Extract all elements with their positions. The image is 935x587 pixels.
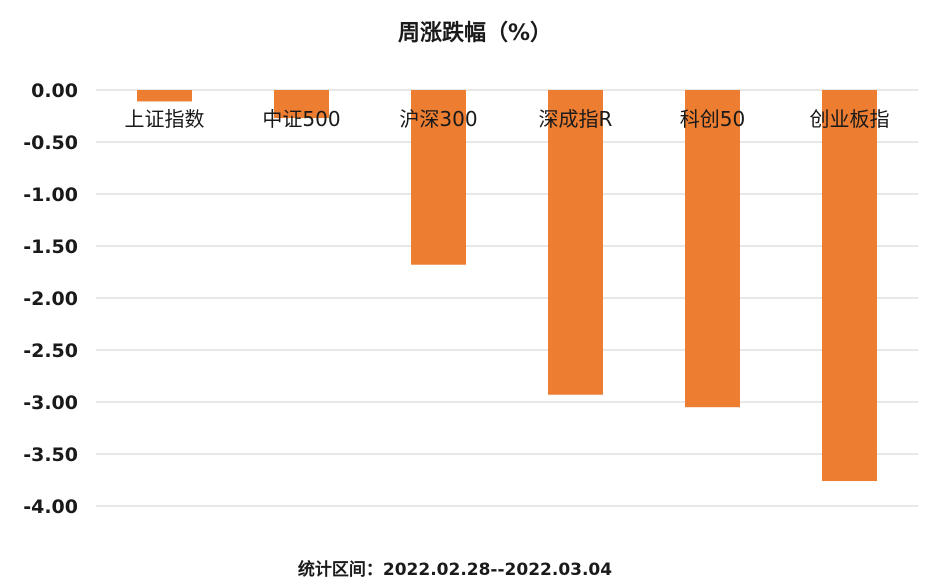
chart-footnote: 统计区间：2022.02.28--2022.03.04 — [298, 559, 612, 580]
x-category-label: 创业板指 — [810, 107, 890, 131]
y-tick-label: -1.00 — [23, 184, 78, 206]
bar-2 — [411, 90, 466, 265]
y-tick-label: 0.00 — [31, 80, 78, 102]
y-tick-label: -4.00 — [23, 496, 78, 518]
bars — [137, 90, 877, 482]
x-category-label: 中证500 — [262, 107, 340, 131]
y-tick-label: -3.50 — [23, 444, 78, 466]
bar-5 — [822, 90, 877, 482]
y-tick-label: -0.50 — [23, 132, 78, 154]
bar-1 — [274, 90, 329, 119]
x-category-label: 上证指数 — [125, 107, 205, 131]
x-axis-category-labels: 上证指数 中证500 沪深300 深成指R 科创50 创业板指 — [125, 107, 890, 131]
bar-4 — [685, 90, 740, 408]
x-category-label: 深成指R — [539, 107, 613, 131]
chart-title: 周涨跌幅（%） — [398, 21, 552, 46]
bar-3 — [548, 90, 603, 395]
x-category-label: 沪深300 — [399, 107, 477, 131]
y-axis-tick-labels: 0.00 -0.50 -1.00 -1.50 -2.00 -2.50 -3.00 -3.50 -… — [23, 80, 78, 518]
gridlines — [96, 89, 918, 507]
y-tick-label: -3.00 — [23, 392, 78, 414]
x-category-label: 科创50 — [680, 107, 745, 131]
bar-0 — [137, 90, 192, 102]
y-tick-label: -2.00 — [23, 288, 78, 310]
y-tick-label: -1.50 — [23, 236, 78, 258]
y-tick-label: -2.50 — [23, 340, 78, 362]
